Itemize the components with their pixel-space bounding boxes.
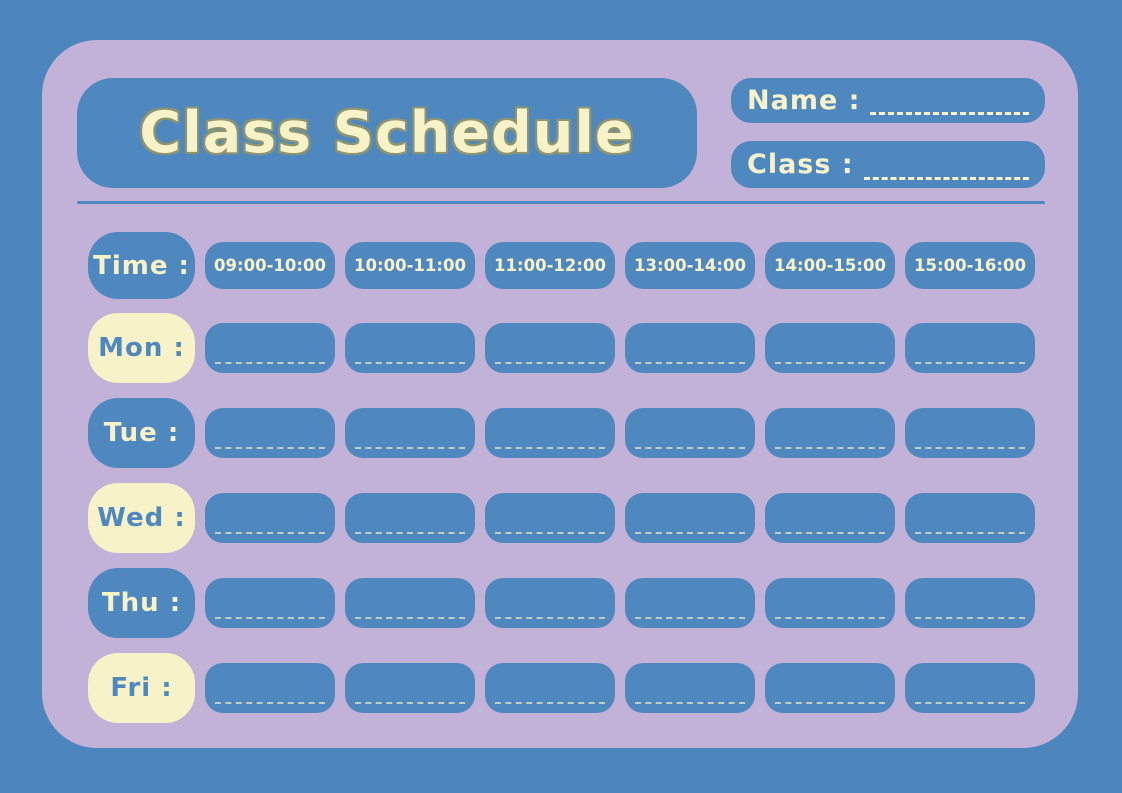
cell-writing-line <box>215 447 325 449</box>
schedule-cell[interactable] <box>625 578 755 628</box>
cell-writing-line <box>355 362 465 364</box>
cell-writing-line <box>495 362 605 364</box>
header: Class Schedule Name : Class : <box>42 78 1078 188</box>
class-writing-line <box>863 177 1029 180</box>
cell-writing-line <box>495 447 605 449</box>
schedule-cell[interactable] <box>345 493 475 543</box>
schedule-cell[interactable] <box>485 408 615 458</box>
cell-writing-line <box>215 532 325 534</box>
cell-writing-line <box>775 362 885 364</box>
cell-writing-line <box>775 532 885 534</box>
cell-writing-line <box>915 532 1025 534</box>
schedule-cell[interactable] <box>625 493 755 543</box>
day-cells-tue <box>205 398 1035 468</box>
cell-writing-line <box>355 617 465 619</box>
page-title: Class Schedule <box>139 100 635 166</box>
day-label-wed: Wed : <box>88 483 195 553</box>
day-cells-fri <box>205 653 1035 723</box>
day-row-wed: Wed : <box>88 483 1035 553</box>
time-slot-pill: 15:00-16:00 <box>905 242 1035 289</box>
schedule-cell[interactable] <box>485 493 615 543</box>
time-slot-cells: 09:00-10:00 10:00-11:00 11:00-12:00 13:0… <box>205 232 1035 299</box>
schedule-cell[interactable] <box>905 663 1035 713</box>
cell-writing-line <box>355 702 465 704</box>
schedule-cell[interactable] <box>485 663 615 713</box>
schedule-cell[interactable] <box>205 663 335 713</box>
cell-writing-line <box>635 702 745 704</box>
schedule-cell[interactable] <box>765 323 895 373</box>
cell-writing-line <box>215 617 325 619</box>
day-cells-wed <box>205 483 1035 553</box>
cell-writing-line <box>355 447 465 449</box>
time-label: Time : <box>88 232 195 299</box>
schedule-cell[interactable] <box>905 578 1035 628</box>
time-slot-pill: 14:00-15:00 <box>765 242 895 289</box>
name-field[interactable]: Name : <box>731 78 1045 123</box>
cell-writing-line <box>775 617 885 619</box>
schedule-cell[interactable] <box>205 578 335 628</box>
time-slot-pill: 13:00-14:00 <box>625 242 755 289</box>
schedule-cell[interactable] <box>205 323 335 373</box>
cell-writing-line <box>775 702 885 704</box>
cell-writing-line <box>495 617 605 619</box>
title-pill: Class Schedule <box>77 78 697 188</box>
day-label-mon: Mon : <box>88 313 195 383</box>
cell-writing-line <box>635 362 745 364</box>
schedule-card: Class Schedule Name : Class : Time : 09:… <box>42 40 1078 748</box>
schedule-cell[interactable] <box>905 493 1035 543</box>
day-row-thu: Thu : <box>88 568 1035 638</box>
schedule-grid: Time : 09:00-10:00 10:00-11:00 11:00-12:… <box>42 204 1078 723</box>
cell-writing-line <box>355 532 465 534</box>
cell-writing-line <box>915 362 1025 364</box>
day-row-tue: Tue : <box>88 398 1035 468</box>
cell-writing-line <box>915 702 1025 704</box>
day-label-thu: Thu : <box>88 568 195 638</box>
name-writing-line <box>870 112 1029 115</box>
cell-writing-line <box>495 532 605 534</box>
day-label-tue: Tue : <box>88 398 195 468</box>
schedule-cell[interactable] <box>485 578 615 628</box>
schedule-cell[interactable] <box>765 493 895 543</box>
schedule-cell[interactable] <box>485 323 615 373</box>
time-header-row: Time : 09:00-10:00 10:00-11:00 11:00-12:… <box>88 232 1035 299</box>
schedule-cell[interactable] <box>205 493 335 543</box>
schedule-cell[interactable] <box>345 663 475 713</box>
schedule-cell[interactable] <box>765 408 895 458</box>
schedule-cell[interactable] <box>205 408 335 458</box>
day-label-fri: Fri : <box>88 653 195 723</box>
schedule-cell[interactable] <box>905 408 1035 458</box>
schedule-cell[interactable] <box>765 578 895 628</box>
class-field-label: Class : <box>747 149 854 180</box>
class-field[interactable]: Class : <box>731 141 1045 188</box>
cell-writing-line <box>635 617 745 619</box>
cell-writing-line <box>915 617 1025 619</box>
schedule-cell[interactable] <box>625 663 755 713</box>
cell-writing-line <box>215 362 325 364</box>
day-cells-mon <box>205 313 1035 383</box>
cell-writing-line <box>915 447 1025 449</box>
day-row-mon: Mon : <box>88 313 1035 383</box>
schedule-cell[interactable] <box>625 323 755 373</box>
cell-writing-line <box>635 532 745 534</box>
header-divider <box>77 201 1045 204</box>
cell-writing-line <box>775 447 885 449</box>
day-row-fri: Fri : <box>88 653 1035 723</box>
cell-writing-line <box>635 447 745 449</box>
time-slot-pill: 11:00-12:00 <box>485 242 615 289</box>
schedule-cell[interactable] <box>625 408 755 458</box>
schedule-cell[interactable] <box>765 663 895 713</box>
day-cells-thu <box>205 568 1035 638</box>
schedule-cell[interactable] <box>905 323 1035 373</box>
header-fields: Name : Class : <box>731 78 1045 188</box>
schedule-cell[interactable] <box>345 323 475 373</box>
cell-writing-line <box>495 702 605 704</box>
time-slot-pill: 10:00-11:00 <box>345 242 475 289</box>
time-slot-pill: 09:00-10:00 <box>205 242 335 289</box>
name-field-label: Name : <box>747 85 861 116</box>
schedule-cell[interactable] <box>345 408 475 458</box>
cell-writing-line <box>215 702 325 704</box>
schedule-cell[interactable] <box>345 578 475 628</box>
